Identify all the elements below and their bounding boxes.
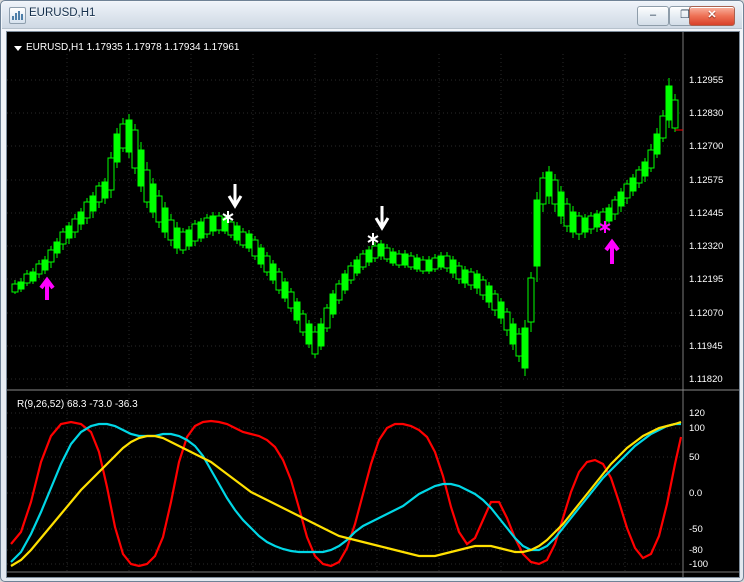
price-tick: 1.11945 [689, 341, 723, 352]
indicator-tick: 120 [689, 408, 705, 419]
price-axis: 1.12955 1.12830 1.12700 1.12575 1.12445 … [682, 32, 723, 577]
price-tick: 1.11820 [689, 374, 723, 385]
price-tick: 1.12070 [689, 308, 723, 319]
annotation-sell-arrow [227, 184, 243, 209]
price-tick: 1.12575 [689, 175, 723, 186]
window-title-bar: EURUSD,H1 – ❐ ✕ [2, 2, 742, 29]
minimize-button[interactable]: – [637, 6, 669, 26]
indicator-tick: -50 [689, 524, 703, 535]
indicator-pane-label: R(9,26,52) 68.3 -73.0 -36.3 [17, 399, 138, 410]
price-candles [11, 78, 679, 376]
window-title: EURUSD,H1 [29, 7, 96, 19]
annotation-buy-arrow [604, 238, 620, 264]
chart-window-icon [9, 7, 26, 24]
price-pane-header: EURUSD,H1 1.17935 1.17978 1.17934 1.1796… [14, 42, 240, 53]
annotation-sell-arrow [374, 206, 390, 231]
annotation-sell-star [367, 233, 379, 245]
indicator-tick: -100 [689, 559, 708, 570]
price-tick: 1.12195 [689, 274, 723, 285]
price-tick: 1.12445 [689, 208, 723, 219]
annotation-buy-star [599, 221, 611, 233]
close-button[interactable]: ✕ [689, 6, 735, 26]
indicator-cyan-line [10, 422, 681, 563]
indicator-axis: 120 100 50 0.0 -50 -80 -100 [689, 408, 708, 570]
indicator-tick: 100 [689, 423, 705, 434]
price-tick: 1.12700 [689, 141, 723, 152]
price-tick: 1.12320 [689, 241, 723, 252]
annotation-buy-arrow [39, 276, 55, 300]
minimize-icon: – [649, 9, 657, 21]
chart-canvas[interactable]: 1.12955 1.12830 1.12700 1.12575 1.12445 … [6, 31, 740, 578]
price-tick: 1.12830 [689, 108, 723, 119]
indicator-tick: 50 [689, 452, 700, 463]
indicator-yellow-line [10, 420, 682, 567]
close-icon: ✕ [707, 9, 717, 21]
indicator-tick: -80 [689, 545, 703, 556]
chevron-down-icon [14, 46, 22, 51]
indicator-red-line [10, 419, 683, 568]
price-pane-grid [7, 54, 683, 390]
annotation-sell-star [222, 211, 234, 223]
price-pane-label: EURUSD,H1 1.17935 1.17978 1.17934 1.1796… [26, 42, 240, 53]
indicator-pane-header: R(9,26,52) 68.3 -73.0 -36.3 [17, 399, 138, 410]
time-axis: 29 Jun 2020 29 Jun 09:00 29 Jun 17:00 30… [7, 571, 739, 573]
price-tick: 1.12955 [689, 75, 723, 86]
indicator-tick: 0.0 [689, 488, 702, 499]
